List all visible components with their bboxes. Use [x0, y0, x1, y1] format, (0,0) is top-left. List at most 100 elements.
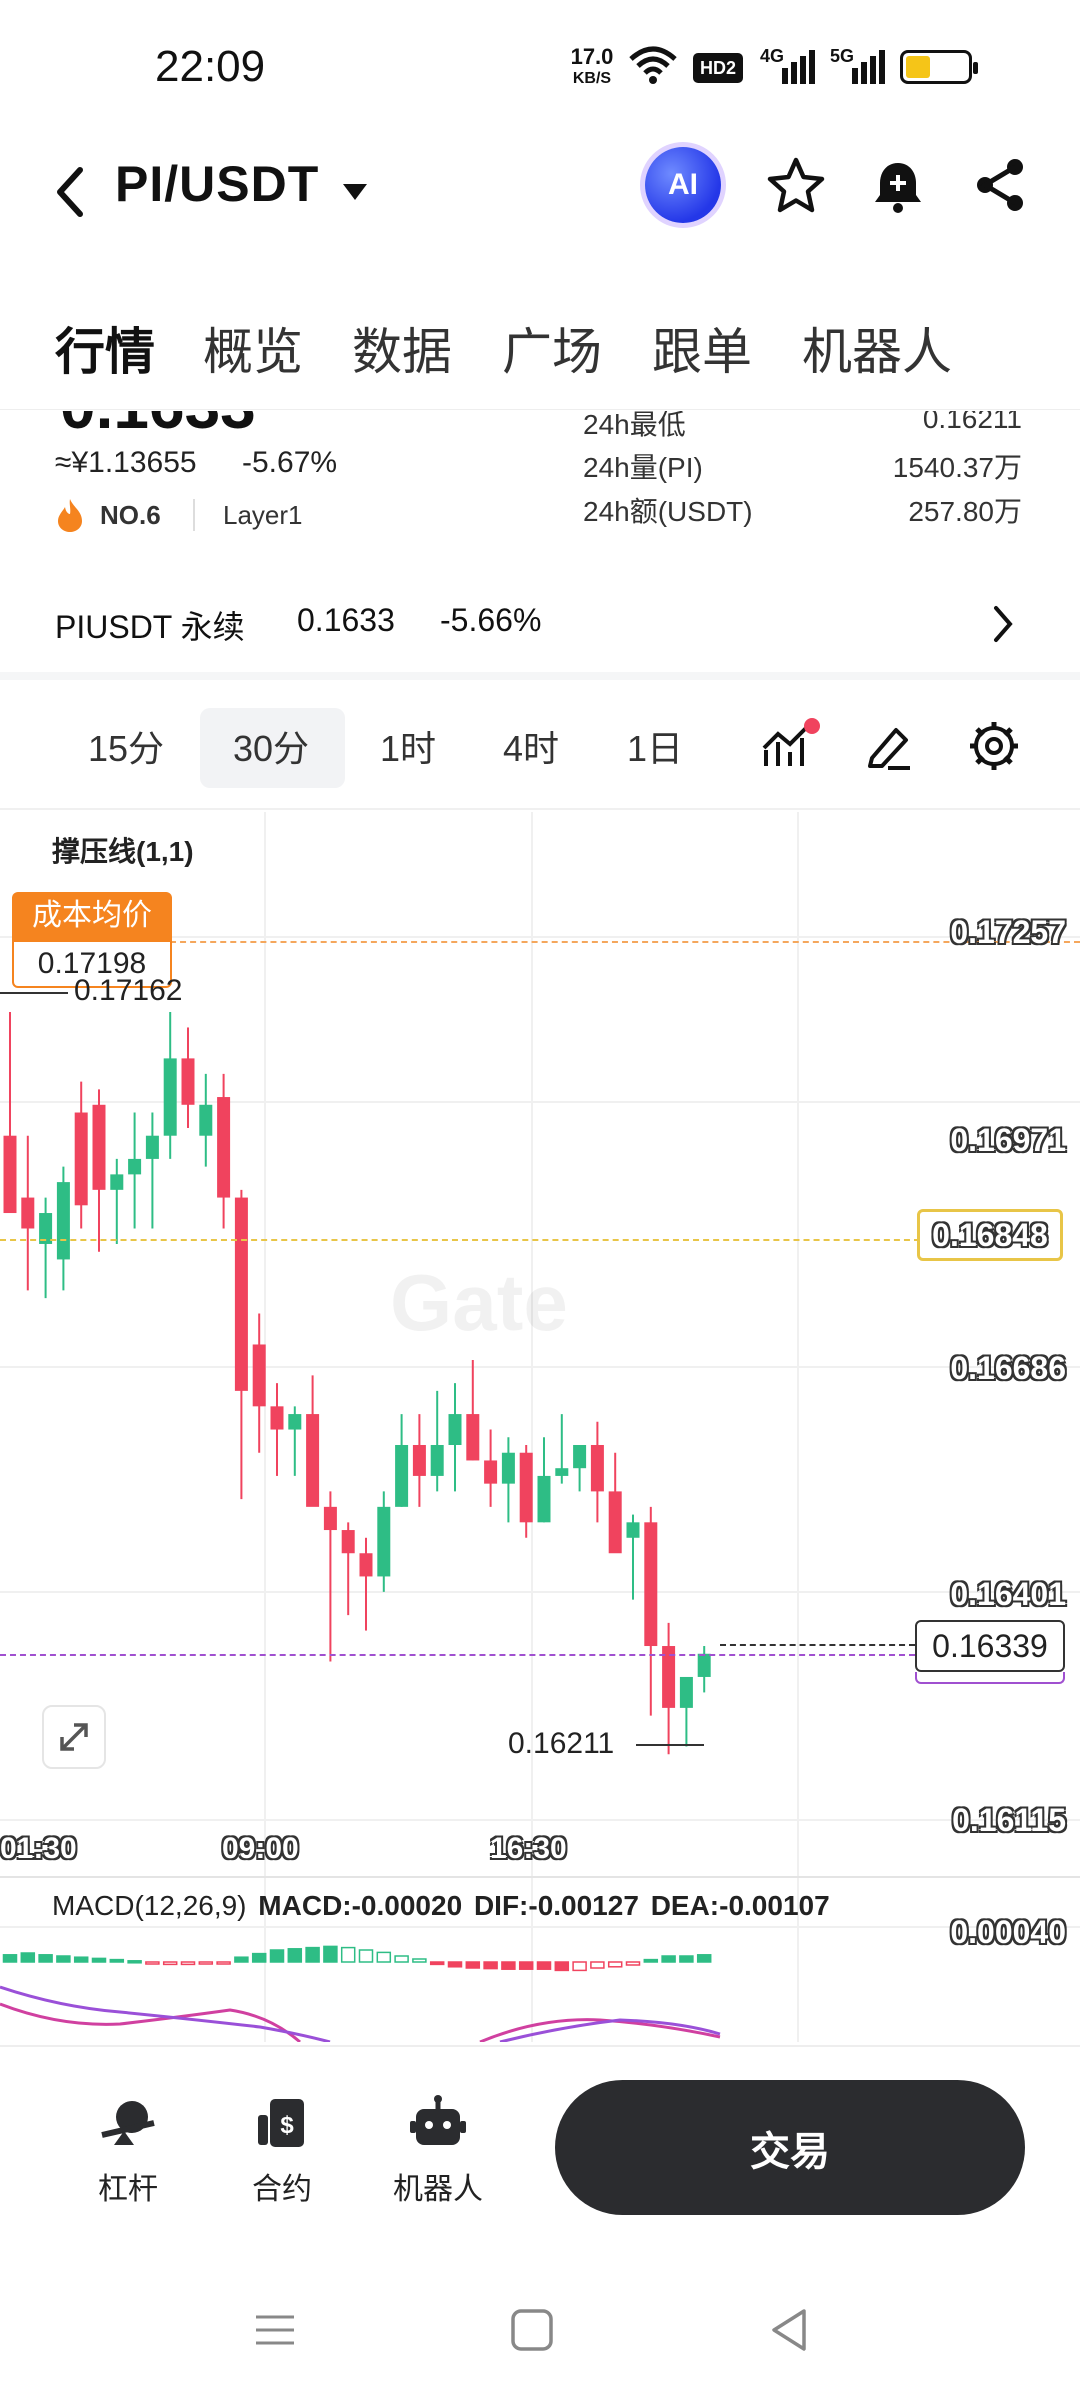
rank-badge[interactable]: NO.6: [100, 500, 161, 530]
settings-icon[interactable]: [966, 718, 1022, 774]
macd-bar: [607, 1961, 623, 1968]
watermark: Gate: [390, 1258, 568, 1347]
home-icon[interactable]: [507, 2305, 557, 2355]
contract-icon: $: [258, 2099, 304, 2147]
tab-copy-trading[interactable]: 跟单: [652, 324, 752, 380]
tab-data[interactable]: 数据: [352, 324, 452, 380]
candle-body: [56, 1182, 70, 1260]
tf-30m[interactable]: 30分: [233, 728, 310, 769]
share-icon[interactable]: [970, 155, 1030, 215]
candle-body: [145, 1135, 159, 1159]
dea-value: DEA:-0.00107: [650, 1890, 830, 1921]
signal-5g-icon: 5G: [830, 46, 890, 86]
current-price-line-right: [720, 1644, 915, 1646]
nav-leverage[interactable]: 杠杆: [68, 2095, 188, 2208]
perp-name: PIUSDT 永续: [55, 609, 245, 645]
signal-4g-icon: 4G: [760, 46, 820, 86]
macd-bar: [536, 1961, 552, 1970]
price-info: 0.1633 ≈¥1.13655 -5.67% NO.6 Layer1 24h最…: [0, 411, 1080, 581]
tag-badge[interactable]: Layer1: [223, 500, 303, 530]
trade-button[interactable]: 交易: [555, 2080, 1025, 2215]
kline-chart[interactable]: Gate 撑压线(1,1) 成本均价 0.17198 0.17162 0.168…: [0, 812, 1080, 2042]
star-icon[interactable]: [765, 155, 827, 217]
chevron-right-icon[interactable]: [988, 602, 1018, 646]
candle-body: [39, 1213, 53, 1244]
signal-5g-label: 5G: [830, 46, 855, 66]
tf-1d[interactable]: 1日: [627, 728, 684, 769]
macd-bar: [56, 1955, 71, 1963]
last-price: 0.1633: [60, 411, 256, 443]
candle-body: [555, 1468, 569, 1476]
macd-bar: [180, 1961, 196, 1966]
tf-1h[interactable]: 1时: [380, 728, 437, 769]
price-change: -5.67%: [242, 446, 338, 479]
macd-bar: [590, 1961, 605, 1969]
bell-icon[interactable]: [868, 157, 928, 217]
ai-icon[interactable]: AI: [645, 147, 721, 223]
dropdown-icon[interactable]: [340, 180, 370, 204]
candle-body: [199, 1104, 213, 1136]
candle-body: [359, 1553, 373, 1577]
perp-change: -5.66%: [440, 602, 542, 638]
menu-icon[interactable]: [250, 2305, 300, 2355]
macd-value: MACD:-0.00020: [258, 1890, 463, 1921]
perp-row[interactable]: PIUSDT 永续 0.1633 -5.66%: [0, 580, 1080, 680]
net-speed-value: 17.0: [570, 44, 614, 69]
macd-bar: [572, 1961, 587, 1972]
candle-body: [21, 1197, 35, 1229]
nav-robot[interactable]: 机器人: [378, 2095, 498, 2208]
candle-body: [412, 1444, 426, 1476]
yellow-line: [0, 1239, 920, 1241]
macd-header: MACD(12,26,9) MACD:-0.00020 DIF:-0.00127…: [52, 1890, 830, 1922]
back-nav-icon[interactable]: [764, 2305, 814, 2355]
pair-title[interactable]: PI/USDT: [115, 156, 320, 212]
robot-icon: [410, 2095, 466, 2145]
macd-title: MACD(12,26,9): [52, 1890, 247, 1921]
header: PI/USDT AI: [0, 130, 1080, 260]
nav-contract[interactable]: $ 合约: [222, 2095, 342, 2208]
candle-body: [395, 1444, 409, 1507]
macd-bar: [145, 1961, 160, 1965]
chart-canvas[interactable]: [0, 812, 1080, 2042]
tf-15m[interactable]: 15分: [88, 728, 165, 769]
tf-4h[interactable]: 4时: [503, 728, 560, 769]
macd-bar: [394, 1955, 409, 1963]
y-label-1: 0.17257: [950, 914, 1066, 950]
tab-market[interactable]: 行情: [55, 324, 155, 380]
expand-icon: [60, 1723, 88, 1751]
x-label-3: 16:30: [490, 1832, 567, 1865]
expand-button[interactable]: [42, 1705, 106, 1769]
macd-bar: [323, 1945, 338, 1963]
macd-bar: [358, 1949, 374, 1963]
tab-square[interactable]: 广场: [502, 324, 602, 380]
candle-body: [181, 1058, 195, 1105]
battery-icon: [900, 50, 978, 84]
indicator-icon[interactable]: [760, 718, 820, 774]
timeframe-active-bg: [200, 708, 345, 788]
draw-icon[interactable]: [862, 720, 916, 774]
dea-line: [0, 1985, 721, 2042]
candle-body: [163, 1058, 177, 1136]
macd-bar: [38, 1954, 53, 1963]
back-icon[interactable]: [50, 162, 90, 222]
macd-bar: [696, 1954, 712, 1963]
candle-body: [341, 1530, 355, 1554]
high-label: 0.17162: [74, 974, 183, 1007]
high-line: [0, 992, 68, 994]
stat-low-value: 0.16211: [922, 411, 1022, 434]
candle-body: [288, 1414, 302, 1430]
purple-line: [0, 1654, 915, 1656]
nav-robot-label: 机器人: [393, 2173, 483, 2206]
candle-body: [590, 1444, 604, 1492]
x-label-1: 01:30: [0, 1832, 77, 1865]
leverage-icon: [101, 2101, 155, 2145]
cny-price: ≈¥1.13655: [55, 446, 197, 479]
current-price-tag: 0.16339: [915, 1620, 1065, 1672]
macd-bar: [2, 1954, 18, 1963]
macd-bar: [661, 1955, 676, 1963]
tab-bot[interactable]: 机器人: [802, 324, 952, 380]
tab-overview[interactable]: 概览: [203, 324, 303, 380]
stat-low-label: 24h最低: [583, 411, 686, 440]
macd-bar: [625, 1961, 641, 1966]
net-speed-unit: KB/S: [572, 70, 612, 87]
